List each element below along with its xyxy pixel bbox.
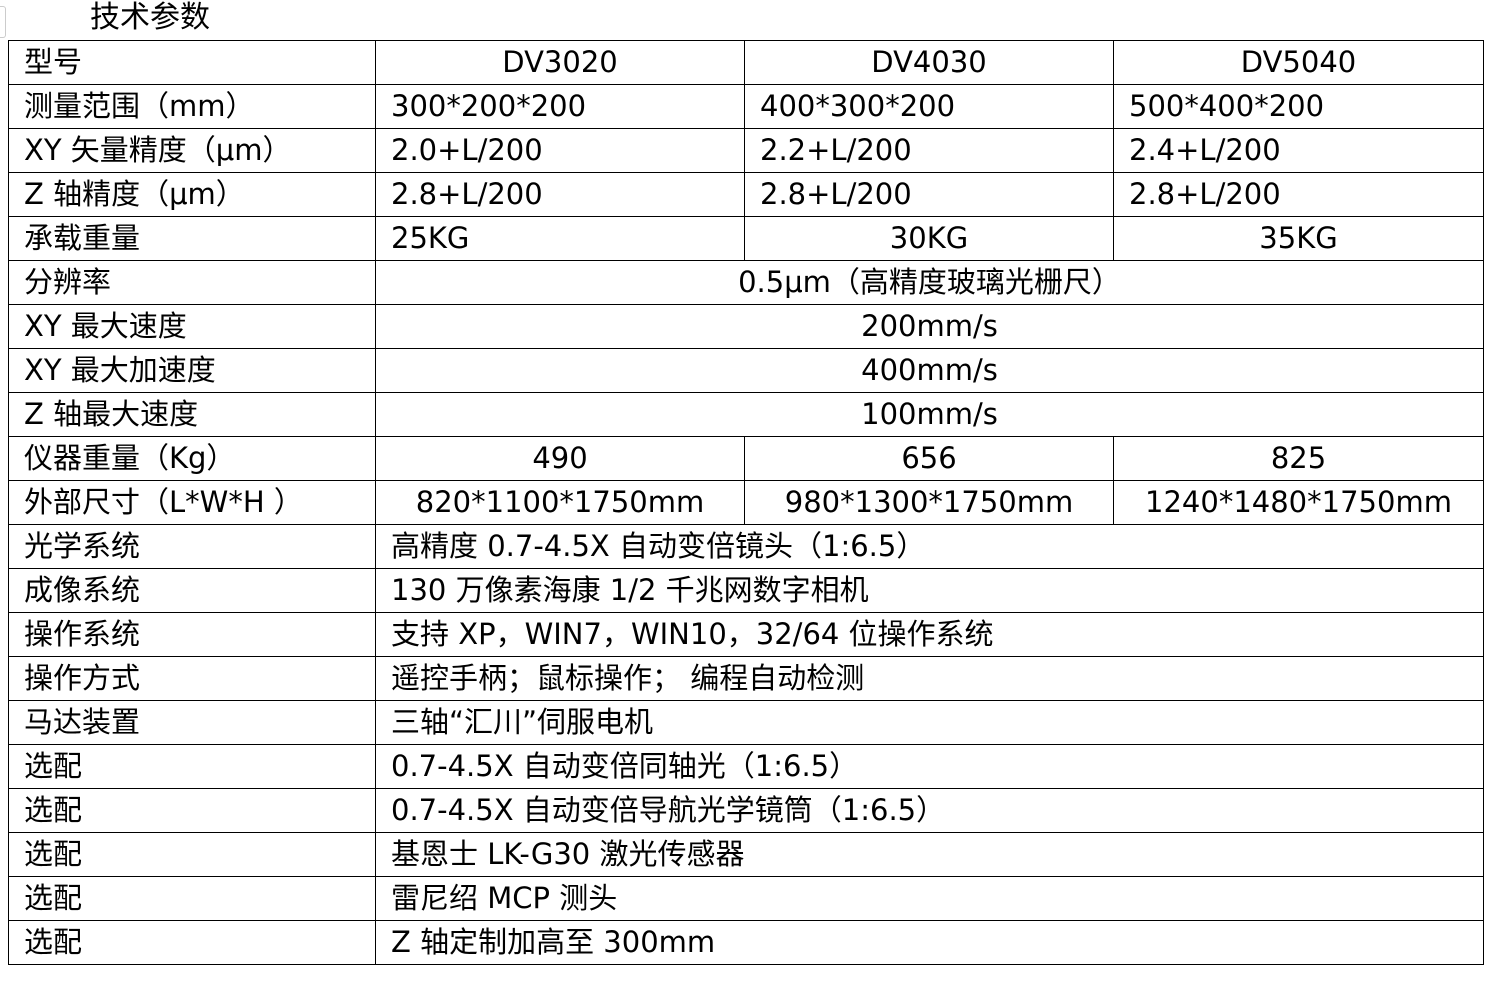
spec-value: 0.7-4.5X 自动变倍同轴光（1:6.5）	[375, 744, 1484, 789]
spec-value: 30KG	[744, 216, 1114, 261]
spec-value: 656	[744, 436, 1114, 481]
model-header: DV5040	[1113, 40, 1484, 85]
spec-label: 承载重量	[8, 216, 376, 261]
spec-row: 操作方式 遥控手柄；鼠标操作； 编程自动检测	[8, 656, 1484, 701]
header-row: 型号 DV3020 DV4030 DV5040	[8, 40, 1484, 85]
spec-row: XY 最大加速度 400mm/s	[8, 348, 1484, 393]
spec-value: 35KG	[1113, 216, 1484, 261]
spec-label: XY 矢量精度（μm）	[8, 128, 376, 173]
spec-value: 遥控手柄；鼠标操作； 编程自动检测	[375, 656, 1484, 701]
spec-row: 选配 0.7-4.5X 自动变倍导航光学镜筒（1:6.5）	[8, 788, 1484, 833]
spec-label: 测量范围（mm）	[8, 84, 376, 129]
spec-label: 外部尺寸（L*W*H ）	[8, 480, 376, 525]
spec-label: 分辨率	[8, 260, 376, 305]
spec-row: XY 最大速度 200mm/s	[8, 304, 1484, 349]
spec-value: 500*400*200	[1113, 84, 1484, 129]
spec-label: 操作方式	[8, 656, 376, 701]
section-title: 技术参数	[90, 0, 210, 35]
spec-label: XY 最大加速度	[8, 348, 376, 393]
spec-label: 选配	[8, 744, 376, 789]
spec-value: 400*300*200	[744, 84, 1114, 129]
spec-row: Z 轴最大速度 100mm/s	[8, 392, 1484, 437]
model-header: DV4030	[744, 40, 1114, 85]
spec-row: 仪器重量（Kg） 490 656 825	[8, 436, 1484, 481]
spec-value: 2.4+L/200	[1113, 128, 1484, 173]
spec-value: 高精度 0.7-4.5X 自动变倍镜头（1:6.5）	[375, 524, 1484, 569]
spec-value: 400mm/s	[375, 348, 1484, 393]
spec-label: 操作系统	[8, 612, 376, 657]
spec-value: 2.2+L/200	[744, 128, 1114, 173]
spec-value: 300*200*200	[375, 84, 745, 129]
spec-row: XY 矢量精度（μm） 2.0+L/200 2.2+L/200 2.4+L/200	[8, 128, 1484, 173]
spec-value: 2.0+L/200	[375, 128, 745, 173]
spec-value: 825	[1113, 436, 1484, 481]
spec-row: 操作系统 支持 XP，WIN7，WIN10，32/64 位操作系统	[8, 612, 1484, 657]
spec-row: 外部尺寸（L*W*H ） 820*1100*1750mm 980*1300*1750…	[8, 480, 1484, 525]
spec-label: 选配	[8, 788, 376, 833]
spec-value: 25KG	[375, 216, 745, 261]
spec-value: 2.8+L/200	[744, 172, 1114, 217]
spec-label: Z 轴最大速度	[8, 392, 376, 437]
spec-label: 光学系统	[8, 524, 376, 569]
spec-table: 型号 DV3020 DV4030 DV5040 测量范围（mm） 300*200*…	[8, 40, 1484, 965]
spec-label: 马达装置	[8, 700, 376, 745]
spec-value: 100mm/s	[375, 392, 1484, 437]
spec-value: 980*1300*1750mm	[744, 480, 1114, 525]
spec-value: 0.5μm（高精度玻璃光栅尺）	[375, 260, 1484, 305]
spec-label: XY 最大速度	[8, 304, 376, 349]
spec-value: 三轴“汇川”伺服电机	[375, 700, 1484, 745]
spec-label: 选配	[8, 920, 376, 965]
spec-value: 130 万像素海康 1/2 千兆网数字相机	[375, 568, 1484, 613]
spec-row: 光学系统 高精度 0.7-4.5X 自动变倍镜头（1:6.5）	[8, 524, 1484, 569]
spec-label: 仪器重量（Kg）	[8, 436, 376, 481]
spec-row: 选配 Z 轴定制加高至 300mm	[8, 920, 1484, 965]
spec-label: 成像系统	[8, 568, 376, 613]
spec-row: 成像系统 130 万像素海康 1/2 千兆网数字相机	[8, 568, 1484, 613]
spec-value: Z 轴定制加高至 300mm	[375, 920, 1484, 965]
spec-row: 选配 基恩士 LK-G30 激光传感器	[8, 832, 1484, 877]
spec-label: 选配	[8, 876, 376, 921]
spec-label: Z 轴精度（μm）	[8, 172, 376, 217]
spec-row: Z 轴精度（μm） 2.8+L/200 2.8+L/200 2.8+L/200	[8, 172, 1484, 217]
spec-value: 200mm/s	[375, 304, 1484, 349]
spec-value: 支持 XP，WIN7，WIN10，32/64 位操作系统	[375, 612, 1484, 657]
spec-value: 基恩士 LK-G30 激光传感器	[375, 832, 1484, 877]
spec-value: 雷尼绍 MCP 测头	[375, 876, 1484, 921]
spec-value: 490	[375, 436, 745, 481]
page-corner-mark	[0, 6, 6, 38]
header-label: 型号	[8, 40, 376, 85]
spec-value: 2.8+L/200	[1113, 172, 1484, 217]
spec-row: 马达装置 三轴“汇川”伺服电机	[8, 700, 1484, 745]
spec-label: 选配	[8, 832, 376, 877]
spec-value: 0.7-4.5X 自动变倍导航光学镜筒（1:6.5）	[375, 788, 1484, 833]
spec-row: 承载重量 25KG 30KG 35KG	[8, 216, 1484, 261]
spec-row: 选配 雷尼绍 MCP 测头	[8, 876, 1484, 921]
spec-row: 选配 0.7-4.5X 自动变倍同轴光（1:6.5）	[8, 744, 1484, 789]
spec-value: 1240*1480*1750mm	[1113, 480, 1484, 525]
spec-row: 分辨率 0.5μm（高精度玻璃光栅尺）	[8, 260, 1484, 305]
spec-value: 820*1100*1750mm	[375, 480, 745, 525]
spec-value: 2.8+L/200	[375, 172, 745, 217]
spec-row: 测量范围（mm） 300*200*200 400*300*200 500*400*20…	[8, 84, 1484, 129]
model-header: DV3020	[375, 40, 745, 85]
